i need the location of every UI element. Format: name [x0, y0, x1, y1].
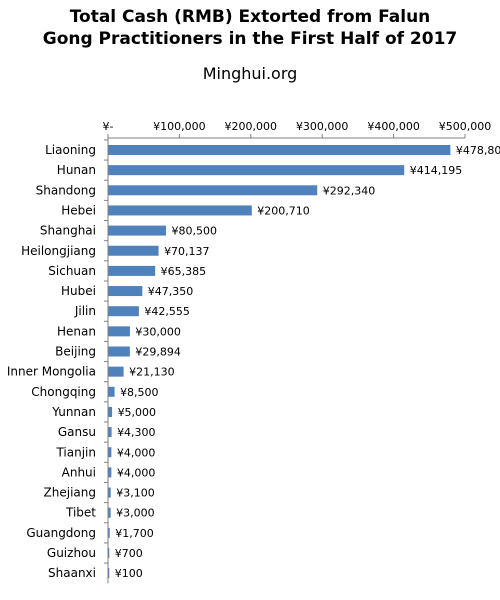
- category-label: Inner Mongolia: [7, 365, 96, 379]
- bar: [108, 447, 112, 458]
- category-label: Chongqing: [31, 385, 96, 399]
- bar: [108, 205, 252, 216]
- bar: [108, 527, 110, 538]
- category-label: Shandong: [36, 183, 96, 197]
- data-label: ¥70,137: [164, 245, 210, 258]
- data-label: ¥30,000: [135, 325, 181, 338]
- category-label: Yunnan: [51, 405, 96, 419]
- x-tick-label: ¥400,000: [367, 120, 420, 133]
- x-tick-label: ¥500,000: [439, 120, 492, 133]
- bar: [108, 568, 110, 579]
- data-label: ¥478,800: [456, 144, 500, 157]
- x-tick-label: ¥300,000: [296, 120, 349, 133]
- data-label: ¥414,195: [410, 164, 463, 177]
- bar: [108, 366, 124, 377]
- bar: [108, 326, 130, 337]
- bar: [108, 145, 451, 155]
- category-label: Jilin: [74, 304, 96, 318]
- x-tick-label: ¥100,000: [153, 120, 206, 133]
- data-label: ¥700: [115, 547, 143, 560]
- bar: [108, 427, 112, 438]
- bar: [108, 548, 110, 558]
- chart-title: Total Cash (RMB) Extorted from Falun Gon…: [0, 6, 500, 50]
- category-label: Shanghai: [40, 224, 96, 238]
- bar: [108, 225, 166, 236]
- bar: [108, 386, 115, 397]
- x-tick-label: ¥200,000: [225, 120, 278, 133]
- bar: [108, 245, 159, 256]
- category-label: Shaanxi: [48, 566, 96, 580]
- data-label: ¥21,130: [129, 366, 175, 379]
- data-label: ¥292,340: [323, 184, 376, 197]
- data-label: ¥1,700: [115, 527, 154, 540]
- category-label: Zhejiang: [44, 486, 96, 500]
- bar: [108, 507, 111, 518]
- data-label: ¥80,500: [171, 225, 217, 238]
- bar: [108, 265, 156, 276]
- data-label: ¥8,500: [120, 386, 159, 399]
- chart-subtitle: Minghui.org: [202, 64, 298, 83]
- bar: [108, 487, 111, 498]
- data-label: ¥200,710: [257, 204, 310, 217]
- category-label: Beijing: [55, 345, 96, 359]
- category-label: Guizhou: [47, 546, 96, 560]
- bar: [108, 346, 130, 357]
- category-label: Tianjin: [55, 445, 96, 459]
- data-label: ¥42,555: [144, 305, 190, 318]
- chart-title-line-2: Gong Practitioners in the First Half of …: [42, 29, 458, 49]
- category-label: Henan: [57, 324, 96, 338]
- data-label: ¥4,000: [117, 446, 156, 459]
- data-label: ¥3,100: [116, 487, 155, 500]
- category-label: Hubei: [61, 284, 96, 298]
- category-label: Guangdong: [26, 526, 96, 540]
- bar: [108, 165, 405, 176]
- bar: [108, 185, 318, 196]
- data-label: ¥4,300: [117, 426, 155, 439]
- category-label: Anhui: [62, 465, 96, 479]
- category-label: Hunan: [57, 163, 96, 177]
- data-label: ¥3,000: [116, 507, 155, 520]
- category-label: Gansu: [58, 425, 96, 439]
- data-label: ¥29,894: [135, 346, 181, 359]
- category-label: Heilongjiang: [21, 244, 96, 258]
- bar: [108, 306, 139, 317]
- chart-title-line-1: Total Cash (RMB) Extorted from Falun: [69, 7, 431, 27]
- category-label: Liaoning: [45, 143, 96, 157]
- category-label: Tibet: [65, 506, 96, 520]
- bar: [108, 467, 112, 478]
- data-label: ¥5,000: [118, 406, 157, 419]
- category-label: Sichuan: [48, 264, 96, 278]
- data-label: ¥100: [115, 567, 143, 580]
- bar: [108, 406, 113, 417]
- bar: [108, 286, 143, 297]
- data-label: ¥47,350: [148, 285, 194, 298]
- x-tick-label: ¥-: [103, 120, 114, 133]
- data-label: ¥4,000: [117, 466, 156, 479]
- data-label: ¥65,385: [161, 265, 207, 278]
- category-label: Hebei: [61, 203, 96, 217]
